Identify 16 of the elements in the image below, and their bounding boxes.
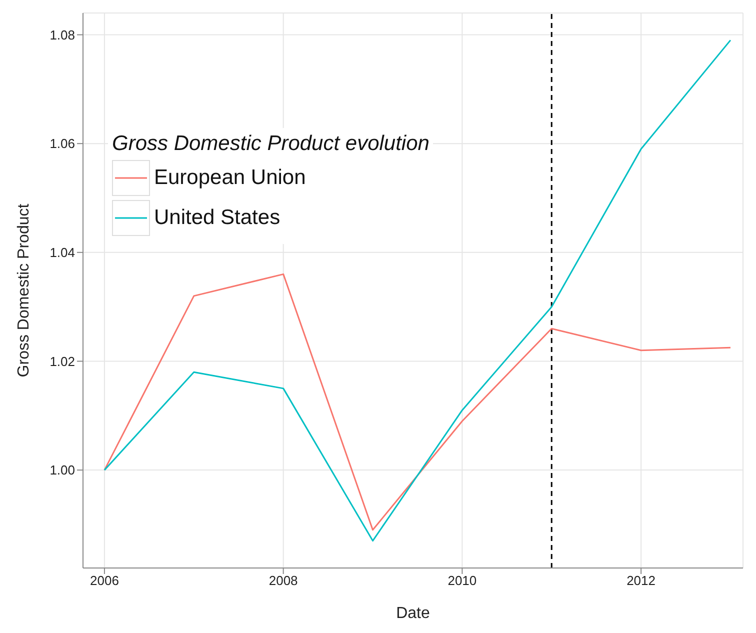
line-series (104, 273, 732, 531)
y-tick-label: 1.04 (50, 245, 75, 260)
legend-title: Gross Domestic Product evolution (112, 132, 430, 156)
line-series (104, 39, 732, 542)
legend-label: United States (153, 205, 282, 231)
x-tick-label: 2010 (448, 573, 477, 588)
x-axis-title: Date (396, 605, 430, 622)
y-axis-title: Gross Domestic Product (16, 203, 33, 378)
y-tick-label: 1.06 (50, 136, 75, 152)
y-tick-label: 1.02 (50, 354, 75, 369)
x-tick-label: 2006 (90, 573, 119, 588)
legend-label: European Union (153, 165, 307, 191)
y-tick-label: 1.00 (50, 462, 75, 478)
x-tick-label: 2012 (626, 573, 656, 588)
y-tick-label: 1.08 (50, 27, 75, 42)
x-tick-label: 2008 (268, 573, 298, 588)
